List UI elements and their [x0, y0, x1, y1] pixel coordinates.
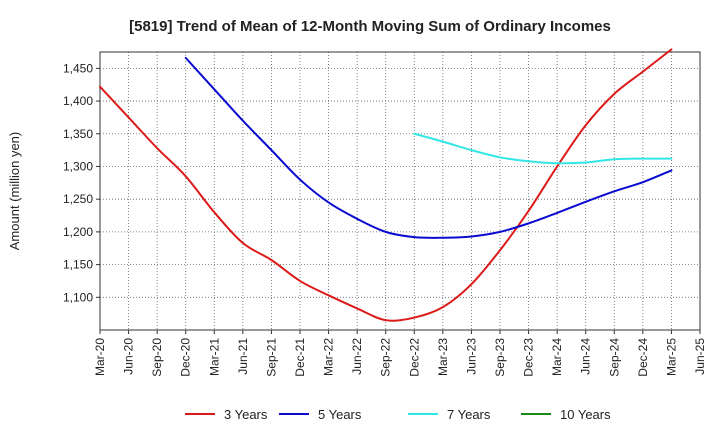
series-line-3-years [99, 48, 673, 322]
y-tick-label: 1,450 [63, 61, 93, 75]
x-tick-label: Mar-24 [550, 338, 564, 376]
x-tick-label: Mar-25 [664, 338, 678, 376]
grid [99, 52, 701, 330]
y-axis: 1,100 1,150 1,200 1,250 1,300 1,350 1,400 1,450 [63, 61, 100, 304]
x-tick-label: Jun-22 [350, 338, 364, 375]
x-tick-label: Dec-24 [636, 338, 650, 377]
x-tick-label: Sep-20 [150, 338, 164, 377]
x-tick-label: Jun-23 [464, 338, 478, 375]
plot-area [100, 52, 700, 330]
x-tick-label: Jun-21 [236, 338, 250, 375]
series-group [99, 48, 673, 322]
x-tick-label: Sep-21 [264, 338, 278, 377]
x-tick-label: Dec-21 [293, 338, 307, 377]
y-tick-label: 1,100 [63, 290, 93, 304]
x-tick-label: Dec-22 [407, 338, 421, 377]
y-tick-label: 1,300 [63, 159, 93, 173]
y-axis-label: Amount (million yen) [7, 132, 22, 251]
x-tick-label: Mar-23 [436, 338, 450, 376]
legend: 3 Years 5 Years 7 Years 10 Years [185, 407, 611, 422]
x-tick-label: Jun-20 [122, 338, 136, 375]
x-tick-label: Dec-20 [179, 338, 193, 377]
plot-frame [99, 51, 701, 331]
y-tick-label: 1,400 [63, 94, 93, 108]
x-tick-label: Jun-24 [579, 338, 593, 375]
y-tick-label: 1,150 [63, 258, 93, 272]
chart-title: [5819] Trend of Mean of 12-Month Moving … [129, 18, 611, 35]
x-tick-label: Sep-23 [493, 338, 507, 377]
x-tick-label: Sep-24 [607, 338, 621, 377]
legend-label: 10 Years [560, 407, 611, 422]
x-tick-label: Mar-21 [207, 338, 221, 376]
legend-label: 7 Years [447, 407, 491, 422]
y-tick-label: 1,250 [63, 192, 93, 206]
x-tick-label: Jun-25 [693, 338, 707, 375]
x-tick-label: Dec-23 [522, 338, 536, 377]
y-tick-label: 1,200 [63, 225, 93, 239]
x-tick-label: Mar-22 [322, 338, 336, 376]
x-tick-label: Sep-22 [379, 338, 393, 377]
y-tick-label: 1,350 [63, 127, 93, 141]
series-line-7-years [413, 132, 673, 165]
legend-label: 5 Years [318, 407, 362, 422]
x-axis: Mar-20 Jun-20 Sep-20 Dec-20 Mar-21 Jun-21 Sep-… [93, 330, 707, 377]
x-tick-label: Mar-20 [93, 338, 107, 376]
legend-label: 3 Years [224, 407, 268, 422]
series-line-5-years [184, 56, 673, 239]
